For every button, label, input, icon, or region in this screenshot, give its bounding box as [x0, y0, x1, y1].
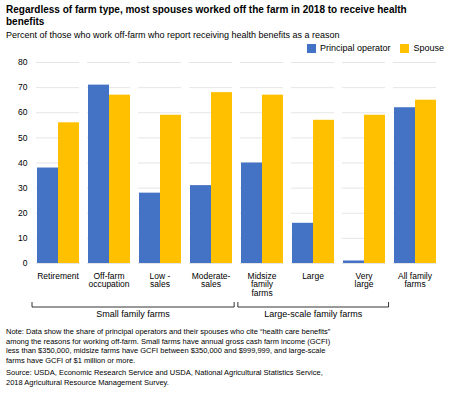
svg-text:Moderate-sales: Moderate-sales	[192, 271, 231, 290]
svg-text:10: 10	[18, 233, 28, 243]
html-text:Principal operator: Principal operator	[319, 43, 391, 53]
svg-text:Large: Large	[302, 271, 324, 281]
svg-text:80: 80	[18, 57, 28, 67]
svg-text:Large-scale family farms: Large-scale family farms	[264, 309, 363, 319]
svg-text:Off-farmoccupation: Off-farmoccupation	[88, 271, 129, 290]
svg-text:All familyfarms: All familyfarms	[398, 271, 433, 290]
svg-text:0: 0	[23, 258, 28, 268]
html-text:Percent of those who work off-: Percent of those who work off-farm who r…	[6, 30, 340, 40]
svg-text:70: 70	[18, 82, 28, 92]
html-text:Note: Data show the share of p: Note: Data show the share of principal o…	[6, 327, 331, 365]
svg-text:30: 30	[18, 183, 28, 193]
svg-text:40: 40	[18, 158, 28, 168]
svg-text:Verylarge: Verylarge	[355, 271, 374, 290]
svg-text:50: 50	[18, 133, 28, 143]
html-text:Source: USDA, Economic Researc: Source: USDA, Economic Research Service …	[6, 368, 323, 387]
svg-text:60: 60	[18, 107, 28, 117]
svg-text:Midsizefamilyfarms: Midsizefamilyfarms	[248, 271, 277, 298]
svg-text:20: 20	[18, 208, 28, 218]
svg-text:Retirement: Retirement	[37, 271, 79, 281]
html-text:Regardless of farm type, most: Regardless of farm type, most spouses wo…	[6, 4, 407, 27]
svg-text:Small family farms: Small family farms	[96, 309, 170, 319]
html-text:Spouse: Spouse	[413, 43, 444, 53]
svg-text:Low -sales: Low -sales	[150, 271, 171, 290]
